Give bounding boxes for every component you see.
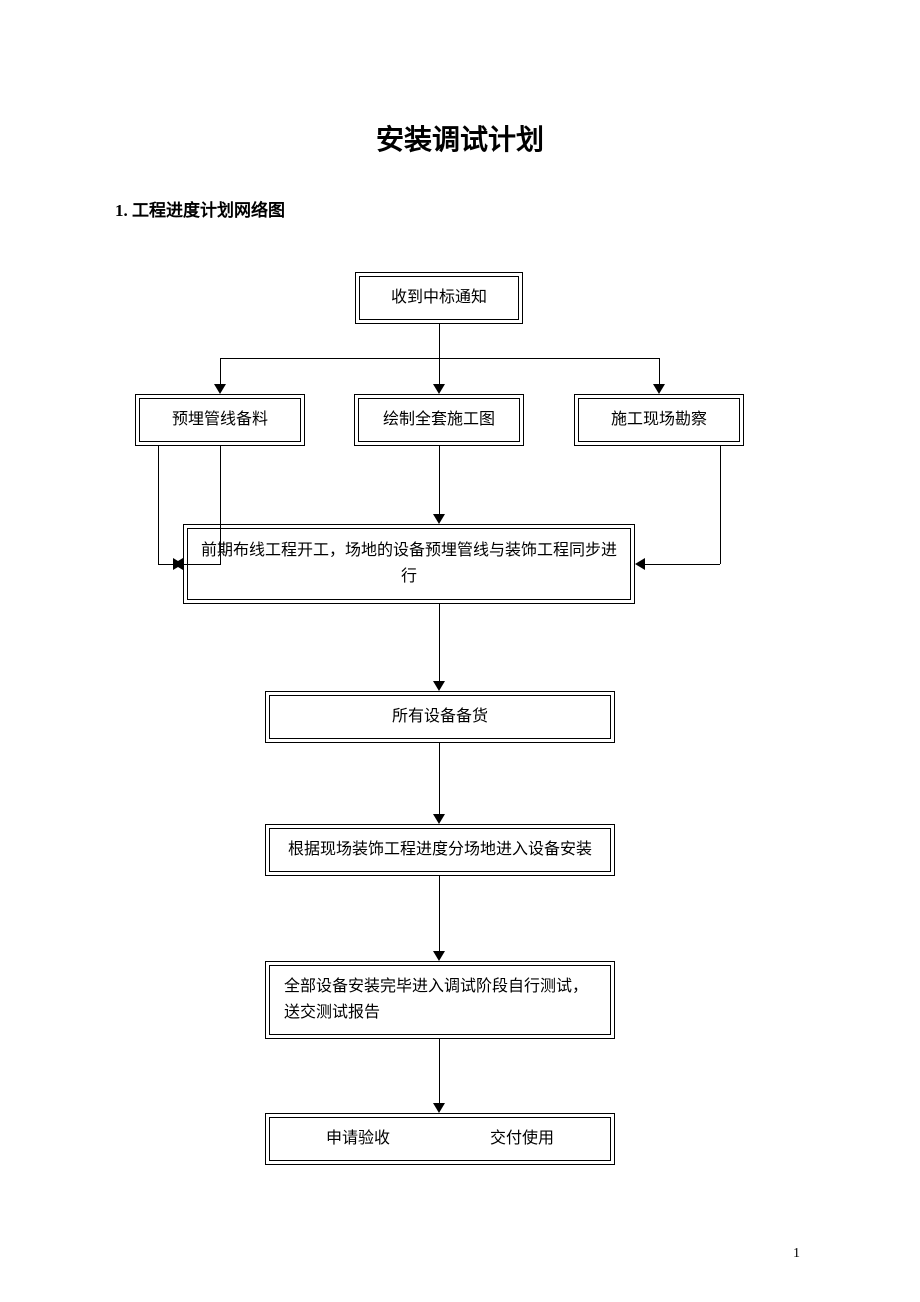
node-label: 收到中标通知 [391,285,487,311]
edge [220,358,221,384]
node-label: 根据现场装饰工程进度分场地进入设备安装 [288,837,592,863]
node-start: 收到中标通知 [355,272,523,324]
node-site-survey: 施工现场勘察 [574,394,744,446]
edge [439,324,440,358]
node-acceptance: 申请验收 交付使用 [265,1113,615,1165]
arrow-icon [214,384,226,394]
edge [158,564,173,565]
node-testing: 全部设备安装完毕进入调试阶段自行测试，送交测试报告 [265,961,615,1039]
arrow-icon [433,951,445,961]
node-equipment-stock: 所有设备备货 [265,691,615,743]
edge [720,446,721,564]
node-label: 全部设备安装完毕进入调试阶段自行测试，送交测试报告 [284,974,596,1025]
edge [439,876,440,951]
edge [220,446,221,564]
node-draw-plans: 绘制全套施工图 [354,394,524,446]
arrow-icon [433,514,445,524]
edge [158,446,159,564]
node-prep-materials: 预埋管线备料 [135,394,305,446]
arrow-icon [433,814,445,824]
page-number: 1 [793,1246,800,1262]
node-label: 所有设备备货 [392,704,488,730]
arrow-icon [653,384,665,394]
node-label: 施工现场勘察 [611,407,707,433]
section-heading: 1. 工程进度计划网络图 [115,196,285,221]
arrow-icon [433,1103,445,1113]
arrow-icon [433,681,445,691]
node-label: 预埋管线备料 [172,407,268,433]
node-install: 根据现场装饰工程进度分场地进入设备安装 [265,824,615,876]
page-title: 安装调试计划 [0,118,920,158]
edge [439,743,440,814]
edge [439,446,440,514]
edge [659,358,660,384]
arrow-icon [433,384,445,394]
node-label-b: 交付使用 [490,1126,554,1152]
node-label: 绘制全套施工图 [383,407,495,433]
arrow-icon [173,558,183,570]
node-wiring-start: 前期布线工程开工，场地的设备预埋管线与装饰工程同步进行 [183,524,635,604]
edge [439,1039,440,1103]
node-label-a: 申请验收 [326,1126,390,1152]
node-label: 前期布线工程开工，场地的设备预埋管线与装饰工程同步进行 [194,538,624,589]
edge [220,564,221,565]
edge [439,358,440,384]
edge [645,564,720,565]
arrow-icon [635,558,645,570]
edge [439,604,440,681]
